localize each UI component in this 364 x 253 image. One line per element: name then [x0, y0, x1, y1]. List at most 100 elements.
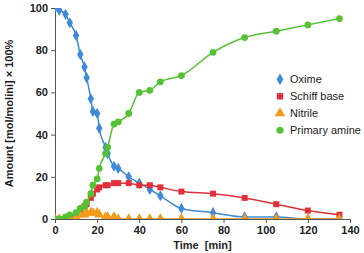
data-point — [104, 144, 111, 151]
tick-mark — [51, 177, 55, 178]
legend-item: Oxime — [277, 73, 322, 85]
tick-mark — [181, 219, 182, 223]
data-point — [336, 15, 343, 22]
legend-marker — [277, 73, 284, 85]
tick-label: 60 — [36, 86, 48, 98]
data-point — [62, 9, 68, 20]
series-line — [55, 19, 339, 219]
data-point — [145, 213, 155, 219]
legend: Oxime Schiff base Nitrile Primary amine — [275, 73, 361, 136]
tick-mark — [308, 219, 309, 223]
data-point — [83, 199, 90, 206]
data-point — [124, 213, 134, 219]
data-point — [113, 213, 123, 219]
x-axis: 0 20 40 60 80 100 120 140 — [52, 219, 359, 236]
data-point — [66, 211, 73, 218]
data-point — [147, 182, 153, 188]
tick-label: 120 — [299, 224, 317, 236]
tick-label: 0 — [52, 224, 58, 236]
plot: 0 20 40 60 80 100 120 140 0 20 40 60 80 100 — [30, 2, 360, 236]
tick-mark — [51, 8, 55, 9]
tick: 120 — [299, 219, 317, 236]
data-point — [178, 72, 185, 79]
tick-label: 20 — [92, 224, 104, 236]
tick-label: 60 — [176, 224, 188, 236]
legend-label: Nitrile — [290, 107, 318, 119]
series-line — [55, 183, 339, 219]
data-point — [115, 180, 121, 186]
data-point — [335, 213, 345, 219]
data-point — [88, 93, 94, 104]
data-point — [157, 184, 163, 190]
data-layer — [55, 8, 344, 219]
tick-label: 140 — [341, 224, 359, 236]
data-point — [303, 213, 313, 219]
data-point — [90, 182, 97, 189]
legend-marker — [277, 93, 283, 99]
data-point — [273, 28, 280, 35]
data-point — [56, 8, 62, 16]
tick: 60 — [36, 86, 55, 98]
data-point — [105, 182, 111, 188]
data-point — [177, 213, 187, 219]
data-point — [77, 49, 83, 60]
data-point — [67, 17, 73, 28]
data-point — [136, 178, 142, 189]
legend-label: Primary amine — [290, 124, 361, 136]
legend-item: Schiff base — [277, 90, 344, 102]
tick: 100 — [30, 2, 55, 14]
data-point — [56, 216, 63, 219]
data-point — [126, 180, 132, 186]
data-point — [178, 189, 184, 195]
tick-mark — [97, 219, 98, 223]
tick: 140 — [341, 219, 359, 236]
legend-marker — [276, 127, 283, 134]
data-point — [271, 213, 281, 219]
data-point — [94, 108, 100, 119]
tick-mark — [51, 50, 55, 51]
data-point — [96, 165, 103, 172]
tick: 0 — [52, 219, 58, 236]
data-point — [136, 182, 142, 188]
tick-label: 20 — [36, 171, 48, 183]
data-point — [240, 213, 250, 219]
tick: 40 — [36, 129, 55, 141]
data-point — [178, 203, 184, 214]
data-point — [136, 89, 143, 96]
y-axis-title: Amount [mol/molini] × 100% — [3, 39, 15, 187]
y-axis: 0 20 40 60 80 100 — [30, 2, 56, 225]
data-point — [242, 195, 248, 201]
tick: 100 — [257, 219, 275, 236]
tick-mark — [51, 219, 55, 220]
axis-line — [56, 220, 351, 224]
data-point — [210, 49, 217, 56]
data-point — [81, 61, 87, 72]
legend-item: Primary amine — [276, 124, 360, 136]
tick: 40 — [134, 219, 146, 236]
data-point — [241, 34, 248, 41]
axis-line — [51, 9, 56, 220]
tick-label: 40 — [36, 129, 48, 141]
tick-mark — [350, 219, 351, 223]
data-point — [208, 213, 218, 219]
tick-mark — [224, 219, 225, 223]
tick: 60 — [176, 219, 188, 236]
data-point — [73, 30, 79, 41]
legend-label: Schiff base — [290, 90, 344, 102]
data-point — [96, 184, 102, 190]
tick-label: 80 — [218, 224, 230, 236]
data-point — [157, 78, 164, 85]
tick: 20 — [92, 219, 104, 236]
data-point — [146, 87, 153, 94]
x-axis-title: Time [min] — [173, 239, 232, 251]
tick: 80 — [218, 219, 230, 236]
tick-label: 80 — [36, 44, 48, 56]
data-point — [134, 213, 144, 219]
tick-mark — [266, 219, 267, 223]
tick-label: 100 — [30, 2, 48, 14]
tick-label: 0 — [42, 213, 48, 225]
legend-item: Nitrile — [275, 107, 318, 119]
chart: 0 20 40 60 80 100 120 140 0 20 40 60 80 100 Time [min]… — [0, 0, 364, 253]
tick: 80 — [36, 44, 55, 56]
tick-mark — [139, 219, 140, 223]
